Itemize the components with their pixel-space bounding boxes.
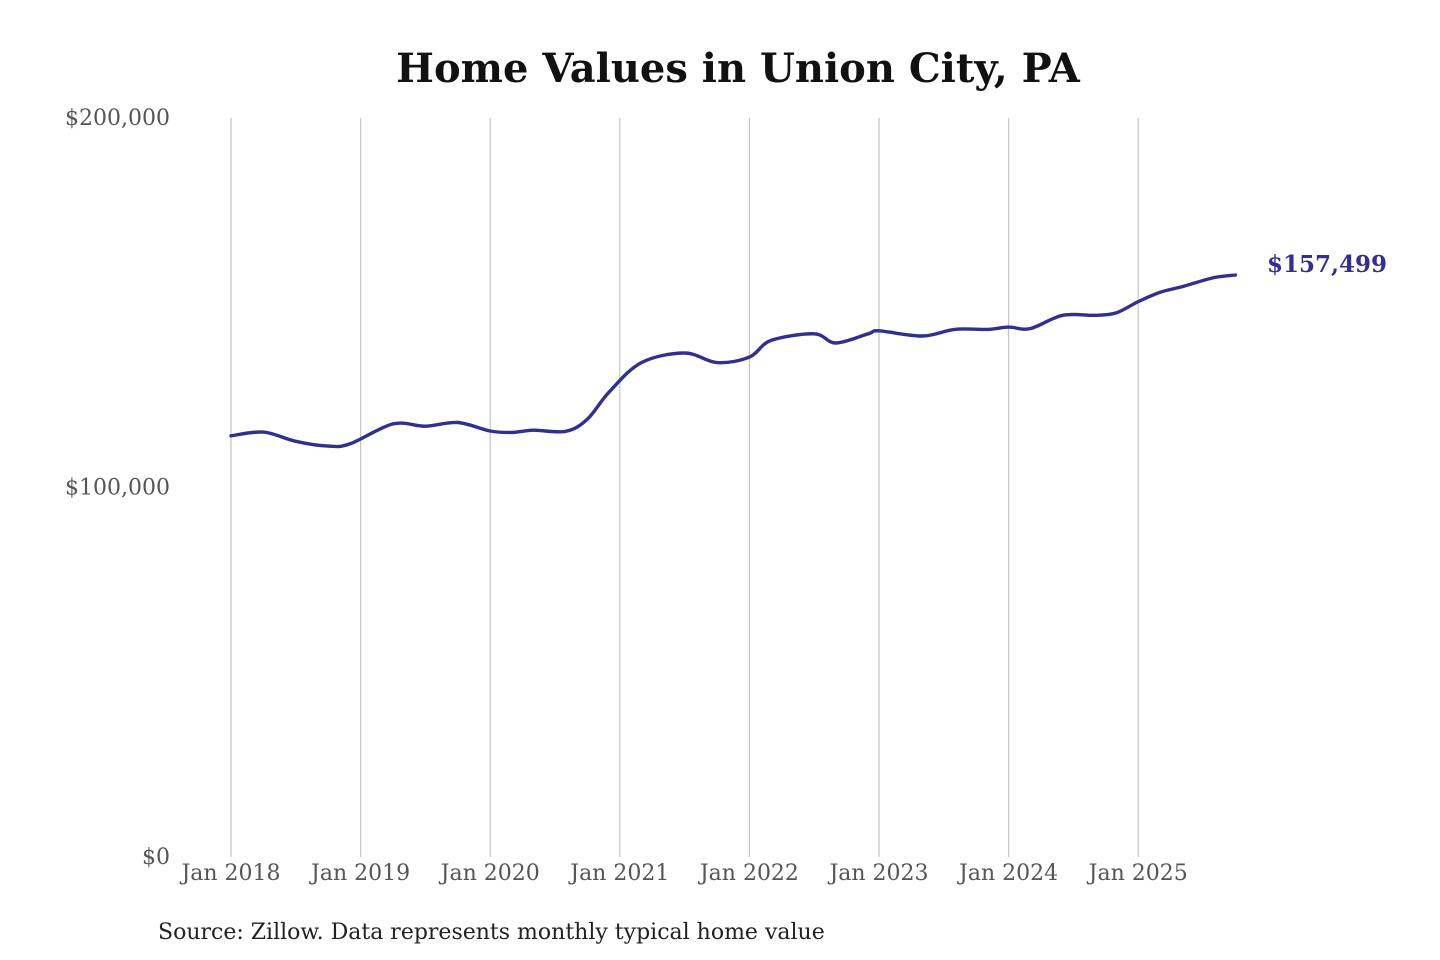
x-tick-label: Jan 2018 (179, 861, 280, 886)
home-value-line (229, 273, 1238, 449)
x-tick-label: Jan 2020 (439, 861, 540, 886)
x-tick-label: Jan 2023 (827, 861, 928, 886)
latest-value-label: $157,499 (1267, 251, 1387, 278)
y-tick-label: $200,000 (65, 106, 170, 131)
y-axis-tick-labels: $0 $100,000 $200,000 (65, 106, 170, 870)
x-gridlines (230, 118, 1139, 857)
x-tick-label: Jan 2024 (957, 861, 1058, 886)
x-tick-label: Jan 2021 (568, 861, 669, 886)
y-tick-label: $100,000 (65, 476, 170, 501)
x-axis-tick-labels: Jan 2018 Jan 2019 Jan 2020 Jan 2021 Jan 2022… (179, 861, 1187, 886)
x-tick-label: Jan 2025 (1087, 861, 1188, 886)
source-note: Source: Zillow. Data represents monthly … (158, 920, 825, 945)
chart-title: Home Values in Union City, PA (396, 45, 1081, 92)
x-tick-label: Jan 2019 (309, 861, 410, 886)
y-tick-label: $0 (142, 845, 170, 870)
x-tick-label: Jan 2022 (698, 861, 799, 886)
